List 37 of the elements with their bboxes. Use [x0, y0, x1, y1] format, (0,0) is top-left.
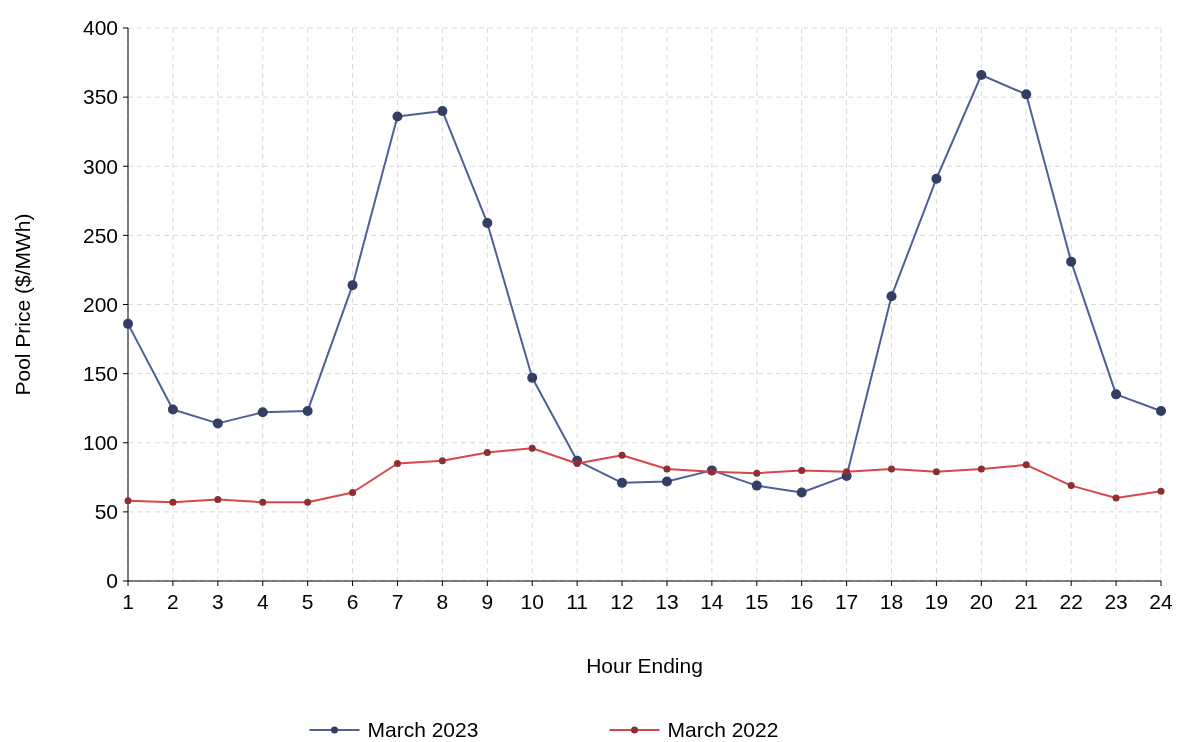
x-tick-label: 19 [924, 590, 949, 613]
y-tick-label: 350 [82, 85, 118, 109]
x-tick-label: 1 [122, 590, 134, 613]
x-tick-label: 12 [610, 590, 634, 613]
x-tick-label: 7 [391, 590, 404, 613]
y-axis-title: Pool Price ($/MWh) [11, 213, 34, 396]
x-tick-label: 6 [346, 590, 359, 613]
x-tick-label: 20 [969, 590, 994, 613]
x-tick-label: 4 [256, 590, 269, 613]
y-tick-label: 200 [82, 292, 118, 316]
x-tick-label: 5 [301, 590, 314, 613]
x-tick-label: 13 [655, 590, 679, 613]
y-tick-label: 100 [82, 431, 118, 455]
x-tick-label: 22 [1059, 590, 1083, 613]
x-tick-label: 10 [520, 590, 544, 613]
y-tick-label: 0 [106, 569, 118, 593]
y-tick-label: 250 [82, 223, 118, 247]
x-tick-label: 2 [167, 590, 179, 613]
x-axis-title: Hour Ending [586, 654, 703, 677]
x-tick-label: 8 [436, 590, 449, 613]
x-tick-label: 16 [790, 590, 814, 613]
legend-label: March 2022 [667, 718, 779, 742]
x-tick-label: 9 [481, 590, 494, 613]
x-tick-label: 3 [211, 590, 224, 613]
x-tick-label: 11 [566, 590, 589, 613]
y-tick-label: 400 [82, 16, 118, 40]
x-tick-label: 17 [834, 590, 859, 613]
x-tick-label: 14 [700, 590, 724, 613]
x-tick-label: 18 [879, 590, 904, 613]
y-tick-label: 150 [82, 361, 118, 385]
legend-label: March 2023 [367, 718, 479, 742]
x-tick-label: 21 [1014, 590, 1038, 613]
x-tick-label: 24 [1149, 590, 1173, 613]
y-tick-label: 300 [82, 154, 118, 178]
x-tick-label: 15 [745, 590, 769, 613]
x-tick-label: 23 [1104, 590, 1128, 613]
y-tick-label: 50 [94, 500, 118, 524]
